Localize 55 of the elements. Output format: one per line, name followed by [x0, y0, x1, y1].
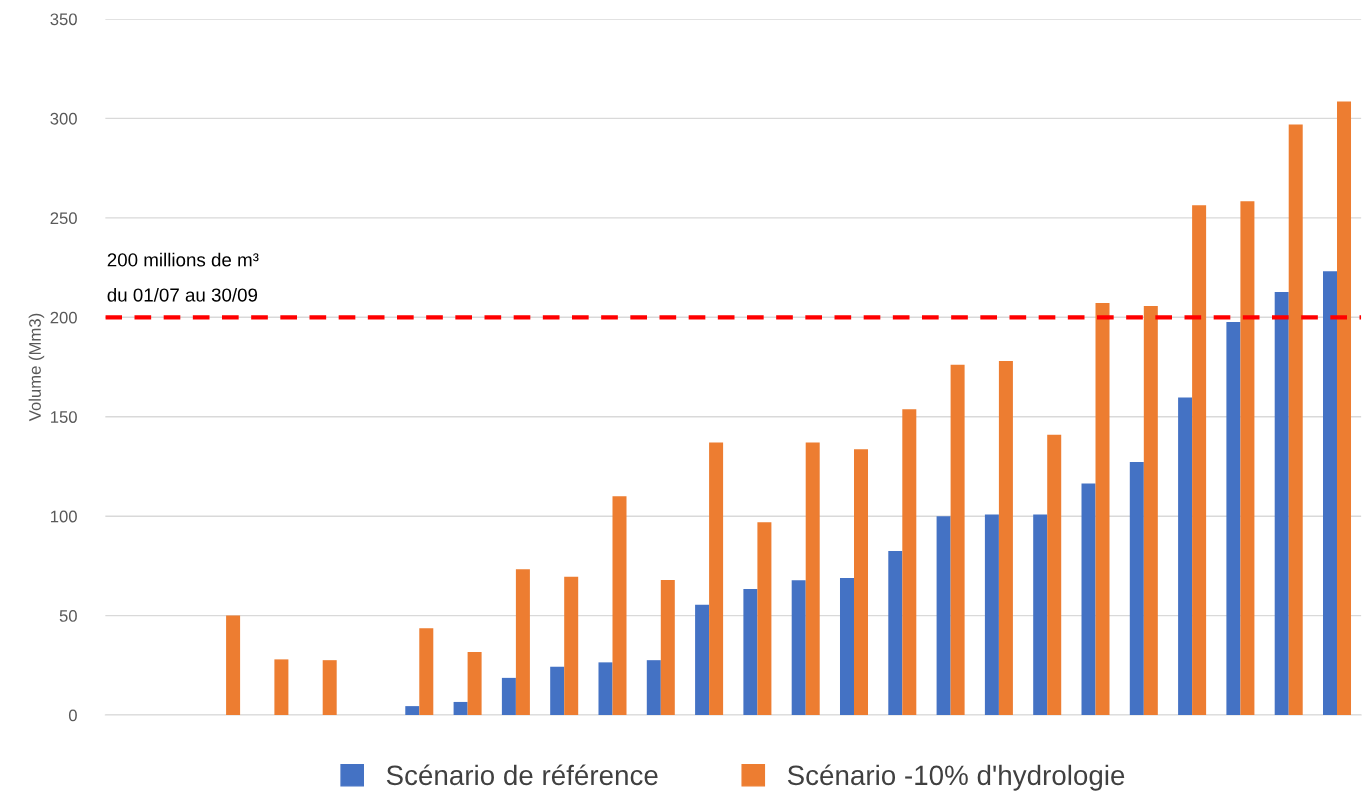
legend-label: Scénario de référence	[386, 764, 658, 786]
bar	[467, 652, 482, 716]
y-tick-label: 50	[59, 610, 77, 622]
bar	[998, 361, 1013, 716]
bar	[1143, 305, 1158, 716]
bar	[791, 580, 806, 716]
y-tick-label: 100	[51, 510, 77, 523]
bar	[1081, 483, 1096, 716]
bar	[709, 442, 724, 716]
bar	[902, 409, 917, 716]
bar	[598, 662, 613, 716]
y-tick-label: 350	[50, 13, 77, 26]
bar	[515, 569, 530, 716]
bar	[1033, 514, 1048, 716]
bar	[612, 496, 627, 716]
y-tick-label: 200	[50, 311, 77, 324]
bar	[805, 442, 820, 716]
bar	[936, 516, 951, 716]
bar	[950, 364, 965, 716]
bar	[1240, 201, 1255, 716]
bar	[1337, 101, 1352, 716]
y-tick-label: 0	[68, 709, 77, 722]
legend-label: Scénario -10% d'hydrologie	[787, 764, 1125, 791]
bar	[1095, 302, 1110, 716]
bar	[695, 604, 710, 716]
bar	[854, 449, 869, 716]
y-axis-title: Volume (Mm3)	[28, 313, 45, 422]
bar	[1288, 124, 1303, 716]
bar	[888, 550, 903, 716]
bar	[743, 588, 758, 716]
bar	[1192, 205, 1207, 716]
ref-line-label: 200 millions de m³ du 01/07 au 30/09	[107, 252, 259, 302]
bar	[501, 677, 516, 716]
bar	[274, 659, 289, 716]
bar	[1323, 271, 1338, 716]
y-tick-label: 300	[50, 112, 77, 125]
bar	[322, 660, 337, 716]
y-tick-label: 250	[50, 212, 77, 225]
bar	[419, 628, 434, 716]
y-tick-label: 150	[51, 411, 77, 423]
bar	[453, 701, 468, 716]
bar	[839, 578, 854, 716]
bar	[757, 522, 772, 716]
bar	[564, 576, 579, 716]
bar	[226, 615, 241, 716]
bar	[405, 706, 420, 716]
bar	[1178, 397, 1193, 716]
bar	[660, 580, 675, 716]
bar	[1226, 321, 1241, 716]
bar	[984, 514, 999, 716]
bar	[1047, 434, 1062, 716]
bar	[550, 666, 565, 716]
bar	[1129, 462, 1144, 716]
bar	[646, 660, 661, 716]
bar	[1274, 292, 1289, 716]
